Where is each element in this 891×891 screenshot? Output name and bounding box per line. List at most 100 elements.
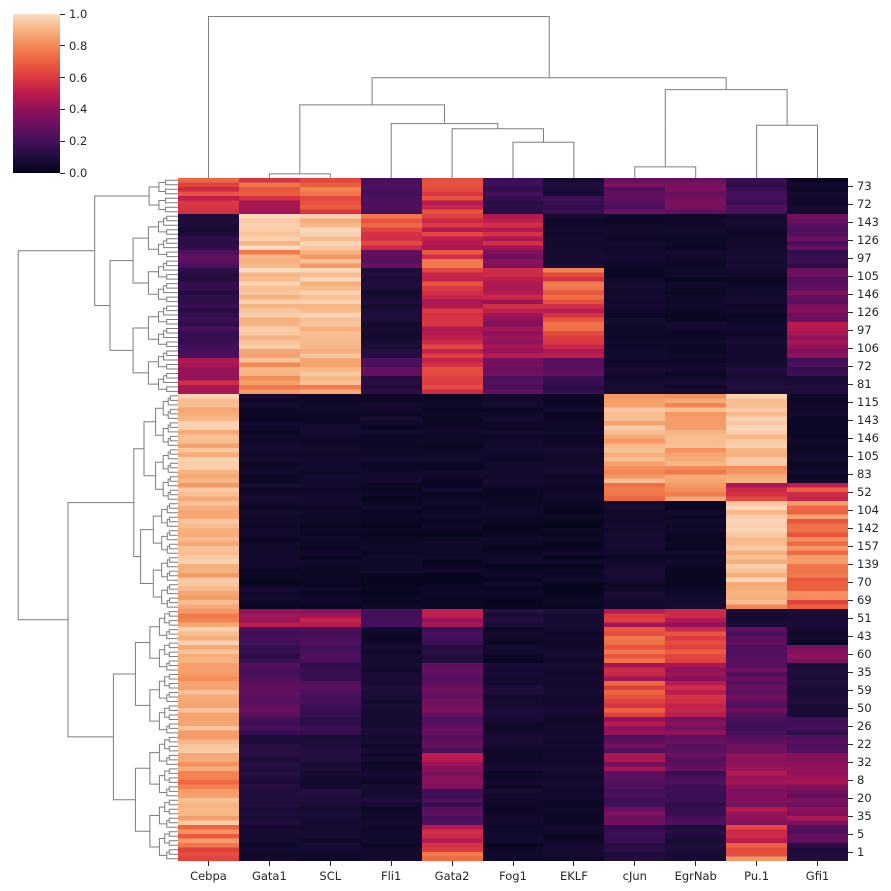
row-tick-label: 52: [857, 485, 872, 500]
heatmap-cell: [421, 303, 483, 322]
heatmap-cell: [178, 357, 239, 376]
heatmap-cell: [178, 699, 239, 718]
row-tick-label: 60: [857, 646, 872, 661]
heatmap-cell: [787, 267, 848, 286]
heatmap-cell: [421, 645, 483, 664]
row-tick-label: 8: [857, 772, 865, 787]
heatmap-cell: [543, 429, 605, 448]
heatmap-cell: [787, 663, 848, 682]
row-tick: [848, 384, 853, 386]
row-tick: [848, 294, 853, 296]
heatmap-cell: [665, 447, 727, 466]
heatmap-cell: [178, 231, 239, 250]
heatmap-cell: [178, 806, 239, 825]
heatmap-cell: [787, 591, 848, 610]
heatmap-row: [178, 195, 848, 214]
heatmap-cell: [665, 375, 727, 394]
heatmap-cell: [360, 699, 422, 718]
heatmap-cell: [665, 735, 727, 753]
heatmap-cell: [543, 411, 605, 430]
heatmap-cell: [604, 429, 666, 448]
row-tick-label: 35: [857, 664, 872, 679]
heatmap-cell: [238, 465, 300, 484]
heatmap-cell: [787, 303, 848, 322]
row-tick-label: 81: [857, 377, 872, 392]
heatmap-cell: [665, 824, 727, 843]
colorbar-gradient: [13, 14, 60, 173]
heatmap-cell: [238, 303, 300, 322]
heatmap-cell: [238, 178, 300, 196]
heatmap-cell: [787, 609, 848, 628]
row-tick: [848, 402, 853, 404]
heatmap-row: [178, 717, 848, 736]
heatmap-cell: [238, 735, 300, 753]
heatmap-cell: [604, 645, 666, 664]
colorbar-tick: [60, 13, 65, 15]
heatmap-cell: [543, 249, 605, 268]
row-tick-label: 105: [857, 449, 879, 464]
row-tick-label: 143: [857, 215, 879, 230]
heatmap-cell: [604, 195, 666, 214]
heatmap-cell: [178, 627, 239, 646]
heatmap-cell: [604, 465, 666, 484]
heatmap-cell: [360, 788, 422, 807]
row-tick-label: 59: [857, 682, 872, 697]
heatmap-cell: [299, 717, 361, 736]
column-tick: [268, 861, 270, 866]
heatmap-cell: [421, 699, 483, 718]
heatmap-cell: [787, 483, 848, 502]
heatmap-cell: [360, 303, 422, 322]
heatmap-cell: [604, 555, 666, 574]
heatmap-cell: [604, 681, 666, 700]
heatmap-cell: [604, 231, 666, 250]
heatmap-cell: [604, 824, 666, 843]
heatmap-cell: [360, 393, 422, 412]
heatmap-cell: [543, 285, 605, 304]
heatmap-cell: [726, 303, 788, 322]
heatmap-cell: [787, 519, 848, 538]
row-dendrogram: [17, 179, 178, 860]
heatmap-cell: [421, 231, 483, 250]
row-tick: [848, 671, 853, 673]
heatmap-cell: [787, 555, 848, 574]
heatmap-cell: [360, 519, 422, 538]
heatmap-cell: [238, 393, 300, 412]
heatmap-cell: [482, 842, 544, 861]
heatmap-row: [178, 501, 848, 520]
heatmap-row: [178, 681, 848, 700]
heatmap-cell: [543, 501, 605, 520]
heatmap-cell: [178, 447, 239, 466]
heatmap-cell: [238, 609, 300, 628]
heatmap-cell: [787, 178, 848, 196]
heatmap-cell: [543, 770, 605, 789]
heatmap-row: [178, 483, 848, 502]
heatmap-cell: [299, 339, 361, 358]
heatmap-cell: [604, 285, 666, 304]
heatmap-cell: [726, 339, 788, 358]
heatmap-cell: [726, 609, 788, 628]
heatmap-cell: [421, 842, 483, 861]
heatmap-cell: [238, 824, 300, 843]
heatmap-cell: [482, 339, 544, 358]
heatmap-row: [178, 178, 848, 196]
heatmap-row: [178, 249, 848, 268]
heatmap-cell: [665, 627, 727, 646]
column-label: Gata1: [251, 869, 287, 883]
heatmap-cell: [482, 213, 544, 232]
row-tick: [848, 258, 853, 260]
heatmap-cell: [178, 339, 239, 358]
heatmap-cell: [665, 842, 727, 861]
row-tick-label: 143: [857, 413, 879, 428]
heatmap-cell: [421, 393, 483, 412]
heatmap-cell: [299, 519, 361, 538]
heatmap-cell: [178, 591, 239, 610]
heatmap-cell: [482, 627, 544, 646]
heatmap-cell: [238, 411, 300, 430]
row-tick-label: 106: [857, 341, 879, 356]
heatmap-cell: [421, 591, 483, 610]
heatmap-cell: [421, 555, 483, 574]
row-tick-label: 35: [857, 808, 872, 823]
heatmap-cell: [238, 267, 300, 286]
colorbar-tick: [60, 77, 65, 79]
